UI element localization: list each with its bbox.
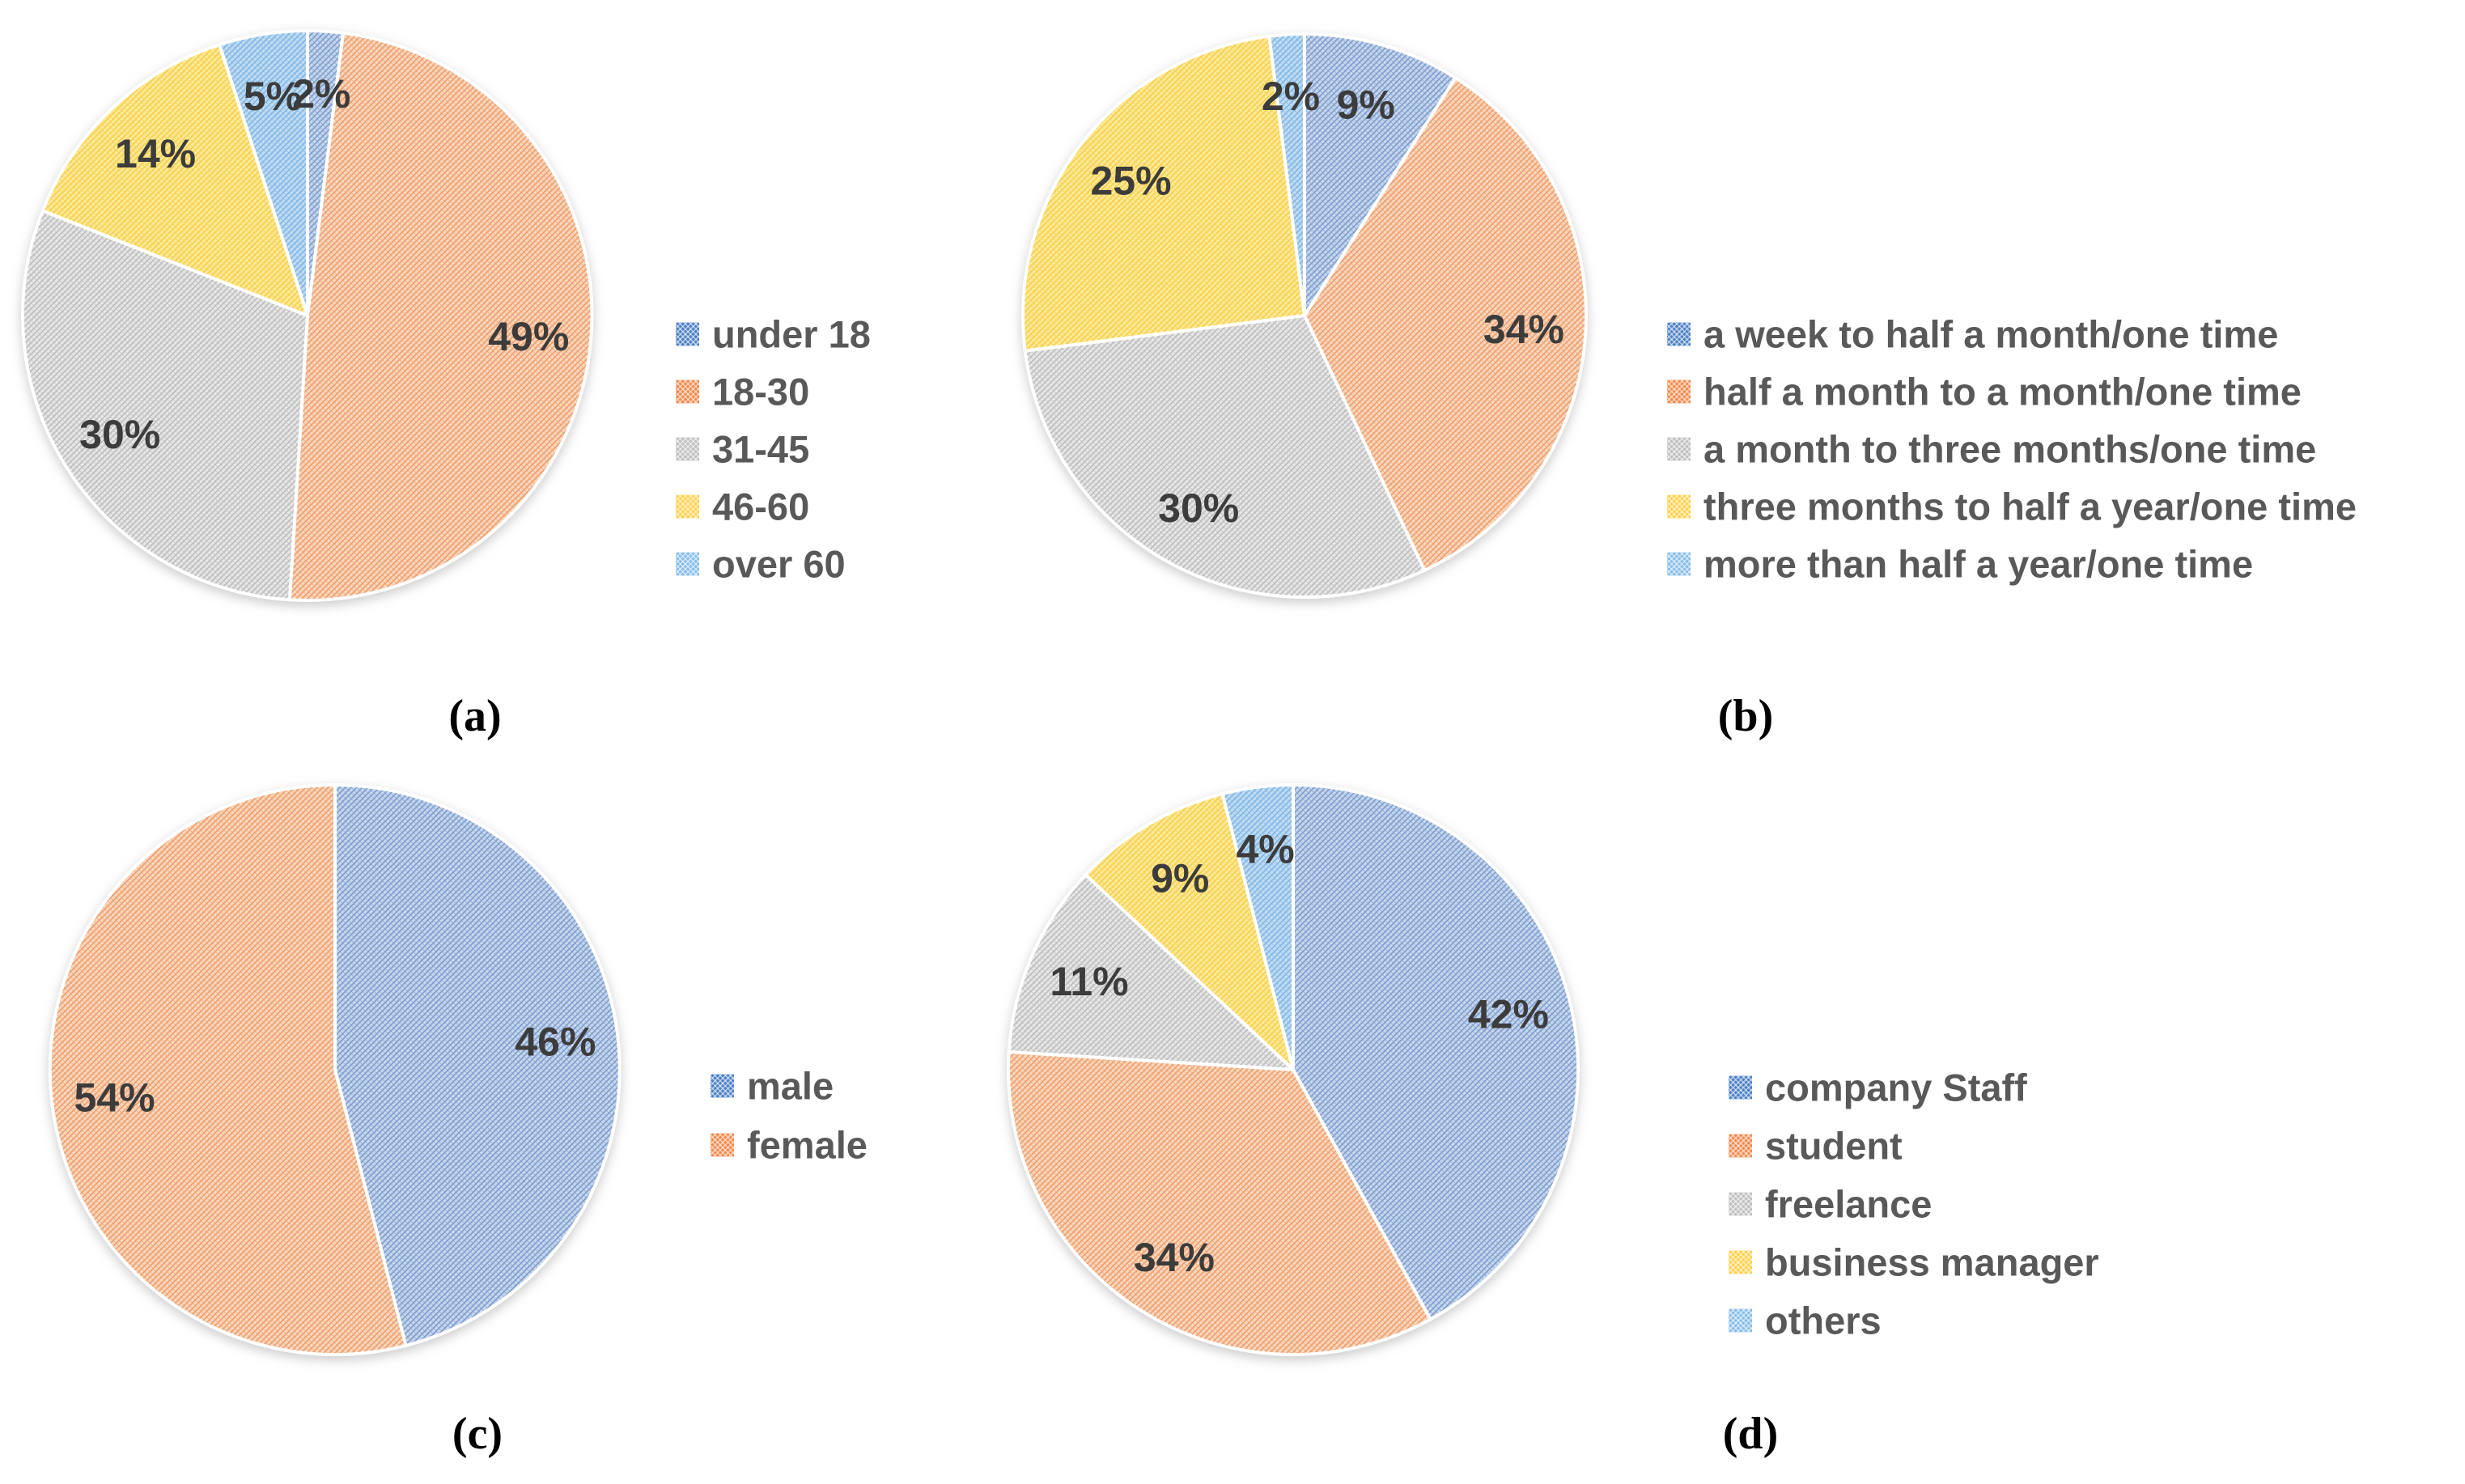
legend-swatch-blue-icon <box>1667 322 1691 346</box>
legend-item-a-over-60: over 60 <box>676 542 846 587</box>
legend-label: a week to half a month/one time <box>1703 312 2279 356</box>
legend-item-d-others: others <box>1729 1299 1882 1343</box>
pie-labels-b: 9% 34% 30% 25% 2% <box>1090 74 1563 531</box>
legend-item-a-18-30: 18-30 <box>676 370 809 414</box>
percent-label-b-0: 9% <box>1337 82 1395 127</box>
percent-label-d-1: 34% <box>1134 1235 1215 1280</box>
legend-label: a month to three months/one time <box>1703 427 2317 471</box>
legend-swatch-gray-icon <box>676 437 699 461</box>
percent-label-d-2: 11% <box>1050 959 1128 1004</box>
percent-label-d-4: 4% <box>1236 827 1294 872</box>
percent-label-a-1: 49% <box>488 314 569 359</box>
legend-swatch-blue-icon <box>676 322 699 346</box>
percent-label-b-3: 25% <box>1090 159 1171 204</box>
legend-item-b-half-a-month-to-a-month-one-time: half a month to a month/one time <box>1667 370 2302 414</box>
legend-label: 31-45 <box>712 427 810 471</box>
pie-labels-a: 2% 49% 30% 14% 5% <box>79 71 569 457</box>
pie-slice-b-more-than-half-a-year-one-time <box>1267 32 1306 317</box>
legend-label: female <box>747 1123 868 1167</box>
legend-label: male <box>747 1064 834 1108</box>
legend-label: student <box>1765 1124 1903 1168</box>
legend-swatch-orange-icon <box>1667 379 1691 404</box>
legend-swatch-blue-icon <box>1729 1075 1752 1100</box>
legend-item-d-freelance: freelance <box>1729 1182 1932 1227</box>
legend-item-a-under-18: under 18 <box>676 312 871 357</box>
pie-labels-d: 42% 34% 11% 9% 4% <box>1050 827 1549 1280</box>
legend-swatch-blue-icon <box>711 1074 734 1098</box>
legend-label: three months to half a year/one time <box>1703 485 2357 528</box>
legend-item-b-a-month-to-three-months-one-time: a month to three months/one time <box>1667 427 2316 472</box>
legend-item-d-student: student <box>1729 1124 1903 1168</box>
legend-swatch-lightblue-icon <box>676 552 699 576</box>
caption-d: (d) <box>1722 1409 1779 1459</box>
pie-slice-a-18-30 <box>287 31 594 602</box>
legend-swatch-lightblue-icon <box>1667 552 1691 576</box>
legend-item-d-business-manager: business manager <box>1729 1240 2099 1285</box>
legend-label: over 60 <box>712 542 846 586</box>
percent-label-b-2: 30% <box>1158 485 1239 531</box>
pie-chart-b <box>1020 32 1588 600</box>
pie-slice-a-31-45 <box>21 209 309 602</box>
legend-swatch-yellow-icon <box>1667 494 1691 519</box>
pie-slice-a-over-60 <box>218 28 309 317</box>
caption-c: (c) <box>452 1409 503 1459</box>
legend-swatch-gray-icon <box>1729 1192 1752 1216</box>
legend-label: freelance <box>1765 1182 1933 1226</box>
pie-chart-c <box>48 783 622 1356</box>
legend-label: business manager <box>1765 1240 2099 1284</box>
pie-slice-c-male <box>333 783 622 1347</box>
caption-a: (a) <box>448 691 502 741</box>
pie-slice-b-a-month-to-three-months-one-time <box>1023 314 1427 600</box>
legend-item-b-a-week-to-half-a-month-one-time: a week to half a month/one time <box>1667 312 2278 357</box>
legend-label: under 18 <box>712 312 871 356</box>
pie-slice-c-female <box>48 783 408 1356</box>
pie-slice-d-freelance <box>1007 873 1295 1071</box>
pie-slice-d-business-manager <box>1084 792 1295 1071</box>
pie-slice-d-company-staff <box>1292 783 1580 1321</box>
legend-swatch-orange-icon <box>711 1133 734 1157</box>
legend-swatch-orange-icon <box>1729 1134 1752 1158</box>
percent-label-c-1: 54% <box>74 1075 155 1120</box>
pie-slice-d-others <box>1220 783 1295 1071</box>
legend-swatch-gray-icon <box>1667 437 1691 461</box>
legend-label: 18-30 <box>712 370 810 413</box>
legend-item-c-female: female <box>711 1123 868 1168</box>
percent-label-c-0: 46% <box>515 1020 596 1065</box>
pie-slice-b-half-a-month-to-a-month-one-time <box>1303 76 1588 572</box>
pie-chart-a <box>21 28 594 602</box>
legend-swatch-yellow-icon <box>676 494 699 519</box>
caption-b: (b) <box>1717 691 1774 741</box>
percent-label-a-2: 30% <box>79 412 160 457</box>
percent-label-a-4: 5% <box>244 74 302 119</box>
legend-item-a-31-45: 31-45 <box>676 427 809 472</box>
pie-labels-c: 46% 54% <box>74 1020 596 1121</box>
legend-label: half a month to a month/one time <box>1703 370 2302 413</box>
percent-label-a-0: 2% <box>292 71 350 117</box>
percent-label-b-4: 2% <box>1262 74 1320 119</box>
legend-label: 46-60 <box>712 485 810 528</box>
legend-swatch-yellow-icon <box>1729 1250 1752 1274</box>
legend-swatch-lightblue-icon <box>1729 1308 1752 1333</box>
pie-chart-d <box>1007 783 1580 1356</box>
pie-slice-b-a-week-to-half-a-month-one-time <box>1303 32 1457 317</box>
pie-slice-b-three-months-to-half-a-year-one-time <box>1020 34 1306 353</box>
legend-item-b-three-months-to-half-a-year-one-time: three months to half a year/one time <box>1667 485 2357 529</box>
percent-label-a-3: 14% <box>115 131 196 176</box>
percent-label-d-0: 42% <box>1468 992 1549 1037</box>
legend-label: more than half a year/one time <box>1703 542 2254 586</box>
legend-label: others <box>1765 1299 1882 1342</box>
percent-label-b-1: 34% <box>1483 307 1564 352</box>
pie-slice-d-student <box>1007 1049 1432 1356</box>
percent-label-d-3: 9% <box>1151 856 1209 901</box>
legend-swatch-orange-icon <box>676 379 699 404</box>
legend-item-c-male: male <box>711 1064 834 1109</box>
legend-item-a-46-60: 46-60 <box>676 485 809 529</box>
legend-item-b-more-than-half-a-year-one-time: more than half a year/one time <box>1667 542 2253 587</box>
legend-label: company Staff <box>1765 1066 2027 1109</box>
legend-item-d-company-staff: company Staff <box>1729 1066 2027 1110</box>
